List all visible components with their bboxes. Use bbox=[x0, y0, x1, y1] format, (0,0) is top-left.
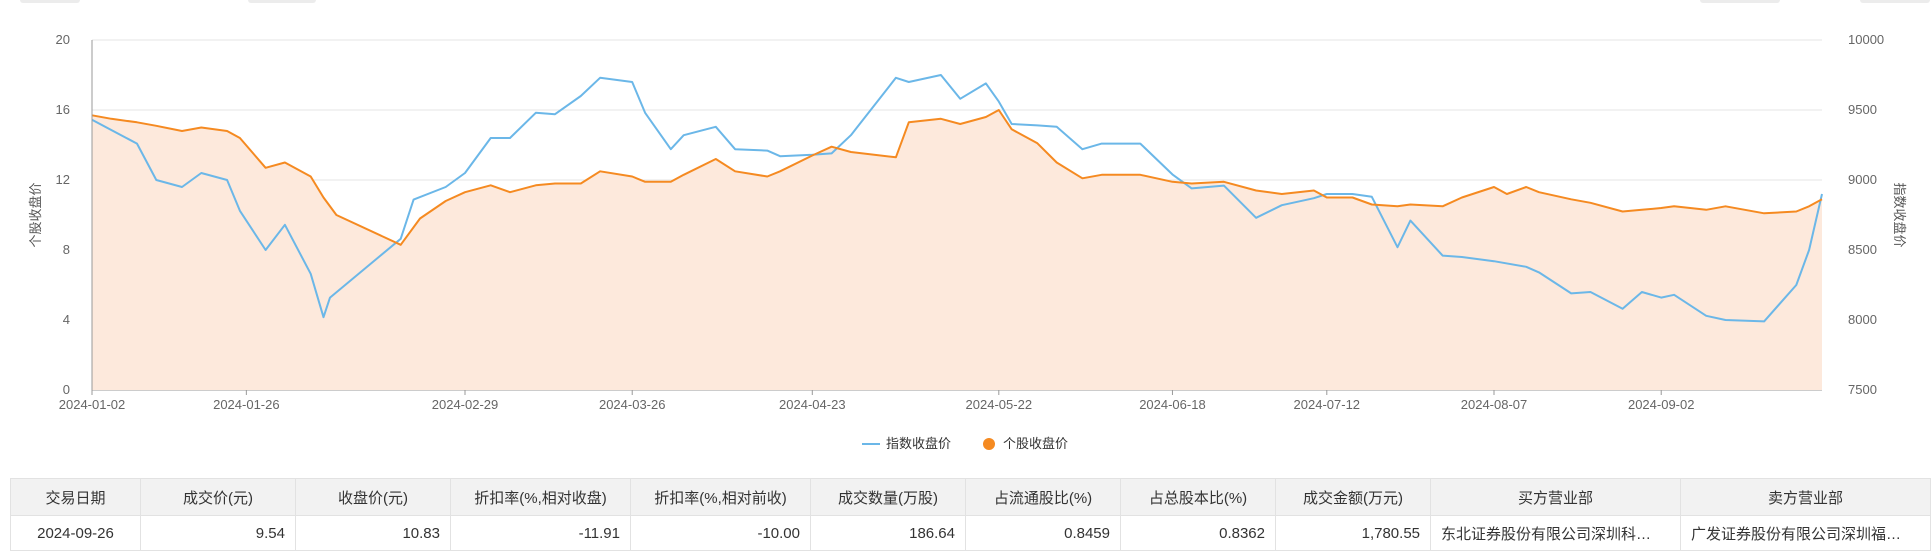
y-right-tick-label: 7500 bbox=[1848, 382, 1877, 397]
column-header[interactable]: 卖方营业部 bbox=[1680, 478, 1931, 516]
x-tick-label: 2024-01-02 bbox=[59, 397, 126, 412]
x-tick-label: 2024-06-18 bbox=[1139, 397, 1206, 412]
x-tick-label: 2024-03-26 bbox=[599, 397, 666, 412]
y-right-tick-label: 9500 bbox=[1848, 102, 1877, 117]
stock-area bbox=[92, 110, 1822, 390]
x-tick-label: 2024-07-12 bbox=[1294, 397, 1361, 412]
y-right-tick-label: 10000 bbox=[1848, 32, 1884, 47]
x-tick-label: 2024-04-23 bbox=[779, 397, 846, 412]
table-row: 2024-09-26 9.54 10.83 -11.91 -10.00 186.64 0.8… bbox=[10, 515, 1931, 551]
column-header[interactable]: 折扣率(%,相对前收) bbox=[630, 478, 811, 516]
table-cell: 东北证券股份有限公司深圳科… bbox=[1430, 515, 1681, 551]
legend-stock-label: 个股收盘价 bbox=[1003, 436, 1068, 451]
price-comparison-chart: 0481216207500800085009000950010000个股收盘价指… bbox=[28, 32, 1907, 451]
table-body: 2024-09-26 9.54 10.83 -11.91 -10.00 186.64 0.8… bbox=[10, 515, 1931, 551]
top-control-stub bbox=[1860, 0, 1930, 3]
table-cell: 0.8362 bbox=[1120, 515, 1276, 551]
y-right-tick-label: 8000 bbox=[1848, 312, 1877, 327]
column-header[interactable]: 成交数量(万股) bbox=[810, 478, 966, 516]
stock-close-line bbox=[91, 109, 1823, 246]
legend-index-label: 指数收盘价 bbox=[886, 436, 951, 451]
column-header[interactable]: 占流通股比(%) bbox=[965, 478, 1121, 516]
y-right-axis-name: 指数收盘价 bbox=[1892, 182, 1907, 247]
x-tick-label: 2024-05-22 bbox=[966, 397, 1033, 412]
column-header[interactable]: 占总股本比(%) bbox=[1120, 478, 1276, 516]
y-left-tick-label: 20 bbox=[56, 32, 70, 47]
table-cell: 2024-09-26 bbox=[10, 515, 141, 551]
chart-legend[interactable]: 指数收盘价 个股收盘价 bbox=[862, 436, 1068, 451]
table-cell: 9.54 bbox=[140, 515, 296, 551]
y-right-tick-label: 8500 bbox=[1848, 242, 1877, 257]
index-close-line bbox=[91, 74, 1823, 323]
column-header[interactable]: 成交金额(万元) bbox=[1275, 478, 1431, 516]
y-left-tick-label: 0 bbox=[63, 382, 70, 397]
y-right-tick-label: 9000 bbox=[1848, 172, 1877, 187]
x-tick-label: 2024-02-29 bbox=[432, 397, 499, 412]
table-cell: -11.91 bbox=[450, 515, 631, 551]
table-cell: 0.8459 bbox=[965, 515, 1121, 551]
table-cell: 1,780.55 bbox=[1275, 515, 1431, 551]
column-header[interactable]: 买方营业部 bbox=[1430, 478, 1681, 516]
series-lines bbox=[91, 74, 1823, 323]
column-header[interactable]: 收盘价(元) bbox=[295, 478, 451, 516]
top-control-stub bbox=[248, 0, 316, 3]
column-header[interactable]: 成交价(元) bbox=[140, 478, 296, 516]
legend-stock-swatch bbox=[983, 438, 995, 450]
table-cell: -10.00 bbox=[630, 515, 811, 551]
top-control-stub bbox=[1700, 0, 1780, 3]
table-header-row: 交易日期 成交价(元) 收盘价(元) 折扣率(%,相对收盘) 折扣率(%,相对前收) 成交… bbox=[10, 478, 1931, 516]
y-left-tick-label: 12 bbox=[56, 172, 70, 187]
stock-area-fill bbox=[92, 110, 1822, 390]
column-header[interactable]: 交易日期 bbox=[10, 478, 141, 516]
table-cell: 10.83 bbox=[295, 515, 451, 551]
x-tick-label: 2024-01-26 bbox=[213, 397, 280, 412]
y-left-tick-label: 4 bbox=[63, 312, 70, 327]
table-cell: 186.64 bbox=[810, 515, 966, 551]
x-tick-label: 2024-08-07 bbox=[1461, 397, 1528, 412]
table-cell: 广发证券股份有限公司深圳福… bbox=[1680, 515, 1931, 551]
block-trade-table: 交易日期 成交价(元) 收盘价(元) 折扣率(%,相对收盘) 折扣率(%,相对前收) 成交… bbox=[10, 478, 1931, 551]
x-tick-label: 2024-09-02 bbox=[1628, 397, 1695, 412]
chart-axes: 0 4 8 12 16 20 7500 8000 8500 9000 9500 10000 个股收盘价 指… bbox=[28, 32, 1907, 412]
y-left-tick-label: 8 bbox=[63, 242, 70, 257]
y-left-tick-label: 16 bbox=[56, 102, 70, 117]
top-control-stub bbox=[20, 0, 80, 3]
column-header[interactable]: 折扣率(%,相对收盘) bbox=[450, 478, 631, 516]
y-left-axis-name: 个股收盘价 bbox=[28, 182, 43, 247]
